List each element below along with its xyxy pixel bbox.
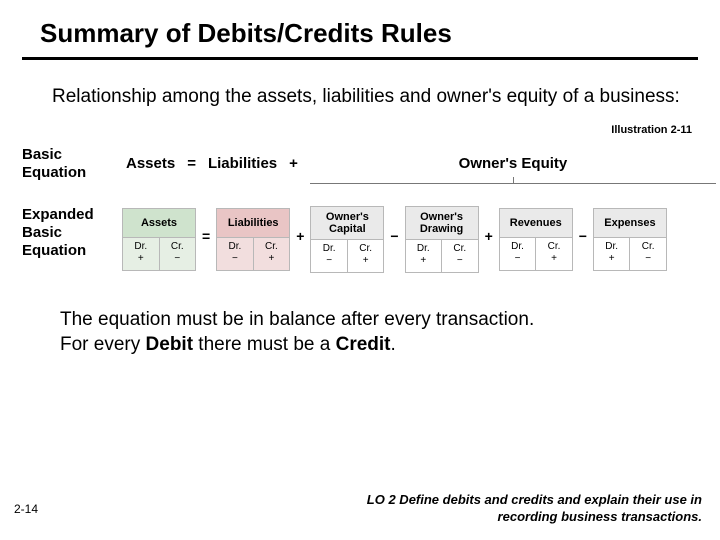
intro-text: Relationship among the assets, liabiliti… bbox=[0, 60, 720, 118]
page-number: 2-14 bbox=[14, 502, 38, 516]
t-account-head: Owner's Drawing bbox=[405, 206, 479, 240]
t-account-head: Expenses bbox=[593, 208, 667, 238]
expanded-equation-row: Expanded Basic Equation AssetsDr.+Cr.−=L… bbox=[0, 188, 720, 273]
basic-equation-terms: Assets = Liabilities + bbox=[122, 155, 306, 172]
op-minus: − bbox=[577, 228, 589, 244]
basic-equation-label: Basic Equation bbox=[22, 146, 122, 182]
dr-cell: Dr.− bbox=[217, 238, 254, 270]
dr-cell: Dr.+ bbox=[406, 240, 443, 272]
t-account-owner-s-capital: Owner's CapitalDr.−Cr.+ bbox=[310, 206, 384, 273]
t-account-liabilities: LiabilitiesDr.−Cr.+ bbox=[216, 208, 290, 271]
illustration-label: Illustration 2-11 bbox=[0, 124, 720, 136]
cr-cell: Cr.− bbox=[442, 240, 478, 272]
op-equals: = bbox=[179, 155, 204, 172]
op-minus: − bbox=[388, 228, 400, 244]
footer-line2-pre: For every bbox=[60, 334, 146, 355]
op-plus: + bbox=[483, 228, 495, 244]
t-account-owner-s-drawing: Owner's DrawingDr.+Cr.− bbox=[405, 206, 479, 273]
cr-cell: Cr.+ bbox=[348, 240, 384, 272]
t-account-body: Dr.−Cr.+ bbox=[310, 240, 384, 273]
t-account-body: Dr.−Cr.+ bbox=[216, 238, 290, 271]
term-liabilities: Liabilities bbox=[204, 155, 281, 172]
footer-text: The equation must be in balance after ev… bbox=[0, 273, 720, 358]
t-account-head: Owner's Capital bbox=[310, 206, 384, 240]
cr-cell: Cr.− bbox=[160, 238, 196, 270]
op-plus: + bbox=[294, 228, 306, 244]
brace-icon bbox=[306, 177, 720, 191]
dr-cell: Dr.− bbox=[500, 238, 537, 270]
t-account-body: Dr.−Cr.+ bbox=[499, 238, 573, 271]
t-account-head: Liabilities bbox=[216, 208, 290, 238]
dr-cell: Dr.+ bbox=[123, 238, 160, 270]
footer-line-2: For every Debit there must be a Credit. bbox=[60, 332, 680, 358]
term-owners-equity: Owner's Equity bbox=[459, 155, 568, 172]
cr-cell: Cr.+ bbox=[254, 238, 290, 270]
op-plus: + bbox=[281, 155, 306, 172]
t-account-head: Assets bbox=[122, 208, 196, 238]
t-account-revenues: RevenuesDr.−Cr.+ bbox=[499, 208, 573, 271]
learning-objective: LO 2 Define debits and credits and expla… bbox=[342, 492, 702, 526]
footer-line2-mid: there must be a bbox=[193, 334, 336, 355]
op-equals: = bbox=[200, 228, 212, 244]
t-account-assets: AssetsDr.+Cr.− bbox=[122, 208, 196, 271]
t-account-expenses: ExpensesDr.+Cr.− bbox=[593, 208, 667, 271]
t-account-body: Dr.+Cr.− bbox=[593, 238, 667, 271]
page-title: Summary of Debits/Credits Rules bbox=[0, 0, 720, 57]
cr-cell: Cr.+ bbox=[536, 238, 572, 270]
footer-bold-credit: Credit bbox=[336, 334, 391, 355]
t-account-body: Dr.+Cr.− bbox=[122, 238, 196, 271]
t-account-head: Revenues bbox=[499, 208, 573, 238]
expanded-equation-label: Expanded Basic Equation bbox=[22, 206, 122, 260]
t-account-body: Dr.+Cr.− bbox=[405, 240, 479, 273]
dr-cell: Dr.+ bbox=[594, 238, 631, 270]
basic-equation-row: Basic Equation Assets = Liabilities + Ow… bbox=[0, 136, 720, 188]
cr-cell: Cr.− bbox=[630, 238, 666, 270]
term-assets: Assets bbox=[122, 155, 179, 172]
owners-equity-wrap: Owner's Equity bbox=[306, 155, 720, 172]
footer-line-1: The equation must be in balance after ev… bbox=[60, 307, 680, 333]
dr-cell: Dr.− bbox=[311, 240, 348, 272]
footer-line2-post: . bbox=[391, 334, 396, 355]
t-account-boxes: AssetsDr.+Cr.−=LiabilitiesDr.−Cr.++Owner… bbox=[122, 206, 667, 273]
footer-bold-debit: Debit bbox=[146, 334, 194, 355]
